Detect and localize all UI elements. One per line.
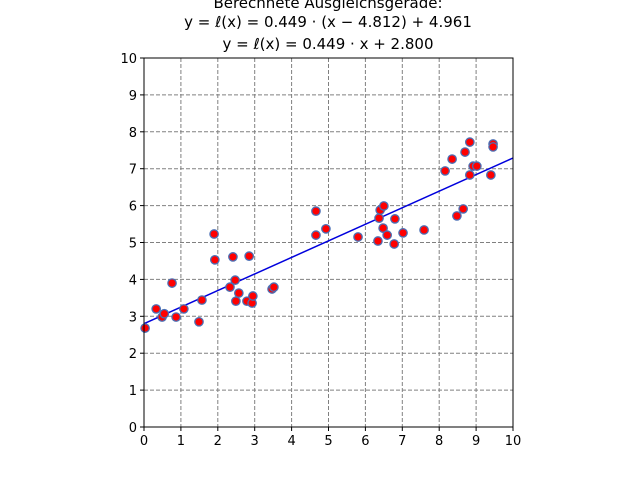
x-tick-label: 4 xyxy=(287,434,295,449)
data-point xyxy=(228,252,238,262)
y-tick-label: 10 xyxy=(120,52,137,67)
chart-title: y = ℓ(x) = 0.449 · x + 2.800 xyxy=(222,35,433,53)
data-point xyxy=(378,223,388,233)
data-point xyxy=(464,170,475,180)
data-point xyxy=(460,147,470,157)
x-tick-label: 2 xyxy=(214,434,222,449)
data-point xyxy=(159,308,170,319)
y-tick-label: 1 xyxy=(129,384,137,399)
data-point xyxy=(452,211,462,221)
x-tick-label: 10 xyxy=(505,434,522,449)
data-point xyxy=(151,304,162,314)
data-point xyxy=(230,275,240,285)
data-point xyxy=(464,137,475,147)
x-tick-label: 0 xyxy=(140,434,148,449)
data-point xyxy=(321,223,331,234)
data-point xyxy=(140,323,150,333)
data-point xyxy=(382,230,393,240)
data-point xyxy=(419,225,429,235)
data-point xyxy=(486,170,496,180)
y-tick-label: 8 xyxy=(129,126,137,141)
data-point xyxy=(244,251,255,262)
y-tick-label: 2 xyxy=(129,347,137,362)
x-tick-label: 9 xyxy=(472,434,480,449)
data-point xyxy=(197,295,207,305)
data-point xyxy=(373,236,383,246)
y-tick-label: 3 xyxy=(129,310,137,325)
data-point xyxy=(311,230,321,240)
data-point xyxy=(447,154,457,164)
y-tick-label: 9 xyxy=(129,89,137,104)
x-tick-label: 1 xyxy=(177,434,185,449)
data-point xyxy=(231,296,241,307)
data-point xyxy=(458,204,469,214)
data-point xyxy=(233,288,244,298)
data-point xyxy=(398,228,408,238)
data-point xyxy=(389,239,400,249)
data-point xyxy=(440,166,450,176)
chart-title: Berechnete Ausgleichsgerade: xyxy=(213,0,442,12)
data-point xyxy=(225,282,235,292)
data-point xyxy=(209,254,220,265)
x-tick-label: 7 xyxy=(398,434,406,449)
x-tick-label: 5 xyxy=(324,434,332,449)
data-point xyxy=(390,214,400,224)
x-tick-label: 8 xyxy=(435,434,443,449)
y-tick-label: 6 xyxy=(129,200,137,215)
data-point xyxy=(378,201,389,211)
data-point xyxy=(209,229,219,239)
chart-title: y = ℓ(x) = 0.449 · (x − 4.812) + 4.961 xyxy=(184,13,472,31)
data-point xyxy=(311,206,321,216)
data-point xyxy=(194,316,204,327)
data-point xyxy=(471,161,482,171)
data-point xyxy=(353,232,363,242)
data-point xyxy=(374,213,384,223)
data-point xyxy=(269,282,279,292)
y-tick-label: 0 xyxy=(129,421,137,436)
data-point xyxy=(248,291,258,301)
data-point xyxy=(488,142,498,152)
data-point xyxy=(171,312,181,322)
y-tick-label: 7 xyxy=(129,163,137,178)
x-tick-label: 3 xyxy=(251,434,259,449)
fit-line xyxy=(143,157,514,325)
x-tick-label: 6 xyxy=(361,434,369,449)
y-tick-label: 5 xyxy=(129,237,137,252)
data-point xyxy=(179,304,189,314)
plot-frame xyxy=(143,57,514,428)
data-point xyxy=(167,278,177,288)
y-tick-label: 4 xyxy=(129,273,137,288)
